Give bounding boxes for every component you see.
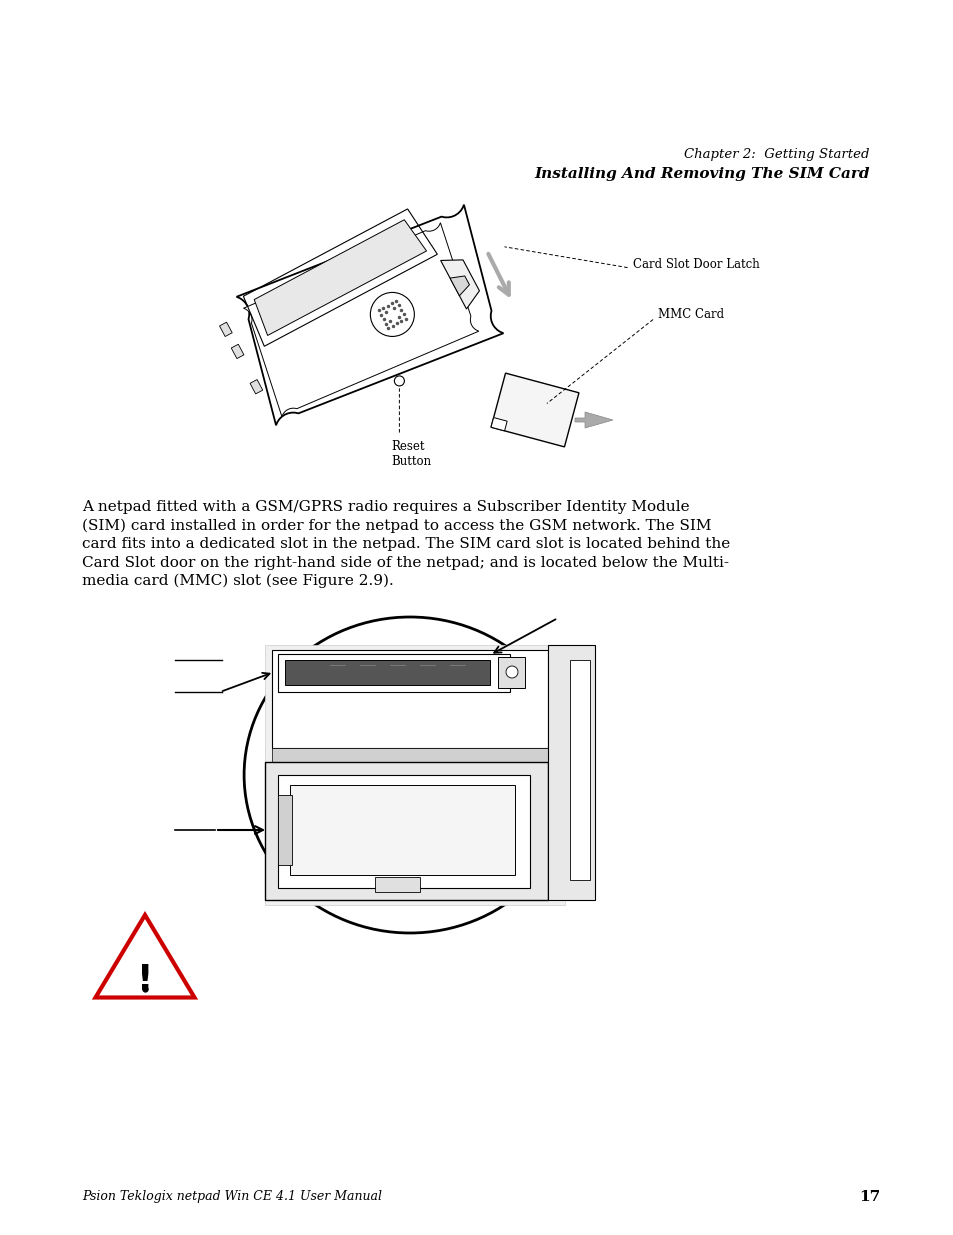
- Text: card fits into a dedicated slot in the netpad. The SIM card slot is located behi: card fits into a dedicated slot in the n…: [82, 537, 729, 551]
- Text: MMC Card: MMC Card: [658, 309, 723, 321]
- Polygon shape: [497, 657, 524, 688]
- Polygon shape: [272, 650, 547, 748]
- Text: 17: 17: [858, 1191, 879, 1204]
- Polygon shape: [277, 776, 530, 888]
- Polygon shape: [265, 762, 547, 900]
- Polygon shape: [243, 222, 478, 416]
- FancyArrowPatch shape: [488, 254, 508, 295]
- Text: Card Slot door on the right-hand side of the netpad; and is located below the Mu: Card Slot door on the right-hand side of…: [82, 556, 728, 569]
- Polygon shape: [219, 322, 232, 336]
- Polygon shape: [277, 795, 292, 864]
- Polygon shape: [375, 877, 419, 892]
- Polygon shape: [265, 645, 564, 905]
- Text: Psion Teklogix netpad Win CE 4.1 User Manual: Psion Teklogix netpad Win CE 4.1 User Ma…: [82, 1191, 381, 1203]
- Polygon shape: [285, 659, 490, 685]
- Polygon shape: [272, 748, 547, 762]
- Polygon shape: [569, 659, 589, 881]
- Polygon shape: [491, 373, 578, 447]
- Text: Chapter 2:  Getting Started: Chapter 2: Getting Started: [684, 148, 869, 161]
- Ellipse shape: [244, 618, 576, 932]
- Polygon shape: [290, 785, 515, 876]
- Polygon shape: [250, 379, 262, 394]
- Polygon shape: [231, 345, 244, 358]
- Text: Card Slot Door Latch: Card Slot Door Latch: [633, 258, 759, 272]
- Text: media card (MMC) slot (see Figure 2.9).: media card (MMC) slot (see Figure 2.9).: [82, 574, 394, 588]
- Polygon shape: [236, 205, 503, 425]
- Polygon shape: [277, 655, 510, 692]
- Circle shape: [370, 293, 414, 336]
- Polygon shape: [547, 645, 595, 900]
- Polygon shape: [575, 412, 613, 429]
- Text: Installing And Removing The SIM Card: Installing And Removing The SIM Card: [534, 167, 869, 182]
- Text: (SIM) card installed in order for the netpad to access the GSM network. The SIM: (SIM) card installed in order for the ne…: [82, 519, 711, 532]
- Circle shape: [505, 666, 517, 678]
- Text: !: !: [136, 963, 153, 997]
- Polygon shape: [253, 220, 426, 336]
- Text: Button: Button: [391, 454, 431, 468]
- Polygon shape: [450, 275, 469, 295]
- Polygon shape: [491, 417, 507, 431]
- Text: A netpad fitted with a GSM/GPRS radio requires a Subscriber Identity Module: A netpad fitted with a GSM/GPRS radio re…: [82, 500, 689, 514]
- Text: Reset: Reset: [391, 440, 424, 453]
- Polygon shape: [440, 259, 479, 309]
- Circle shape: [394, 375, 404, 385]
